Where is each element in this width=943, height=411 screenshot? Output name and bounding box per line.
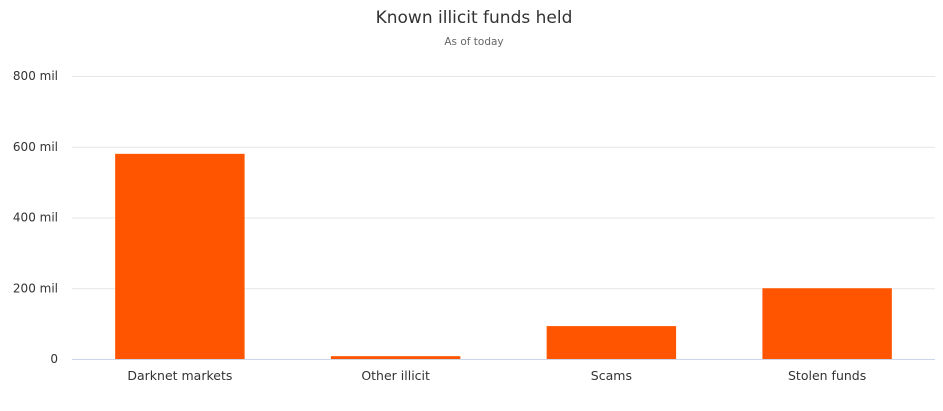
x-tick-label: Other illicit xyxy=(361,368,430,383)
y-tick-label: 200 mil xyxy=(13,281,58,295)
x-tick-label: Stolen funds xyxy=(788,368,866,383)
chart-subtitle: As of today xyxy=(444,36,503,48)
y-tick-label: 400 mil xyxy=(13,211,58,225)
bar-darknet-markets[interactable] xyxy=(115,153,245,359)
chart-title: Known illicit funds held xyxy=(376,8,573,28)
bar-scams[interactable] xyxy=(546,326,677,359)
bar-other-illicit[interactable] xyxy=(330,356,461,359)
bar-stolen-funds[interactable] xyxy=(762,288,892,359)
y-tick-label: 600 mil xyxy=(13,140,58,154)
x-tick-label: Scams xyxy=(591,368,632,383)
y-tick-label: 0 xyxy=(50,352,58,366)
x-tick-label: Darknet markets xyxy=(127,368,232,383)
y-tick-label: 800 mil xyxy=(13,69,58,83)
